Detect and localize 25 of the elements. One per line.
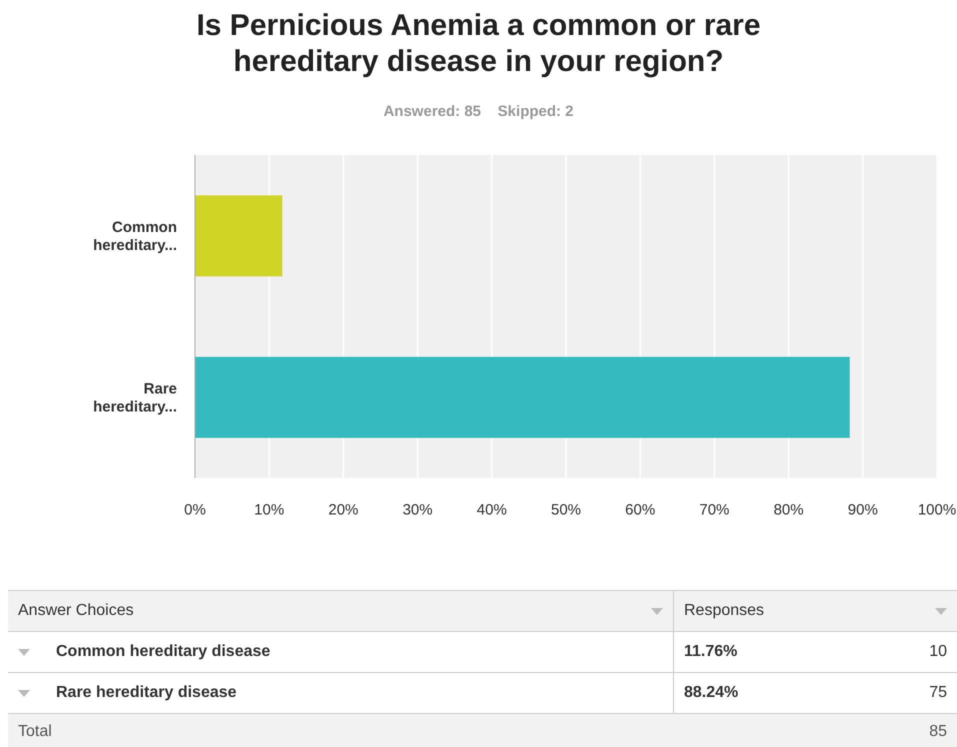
x-tick-label: 40%: [476, 502, 507, 519]
chart-subtitle: Answered: 85 Skipped: 2: [382, 103, 575, 120]
text: Responses: [684, 602, 766, 620]
text: Common hereditary disease: [55, 643, 272, 661]
text: 88.24%: [674, 672, 862, 714]
x-tick-label: 0%: [184, 502, 206, 519]
y-tick-label: Common hereditary...: [93, 218, 177, 254]
x-tick-label: 90%: [848, 502, 878, 519]
x-tick-label: 80%: [774, 502, 804, 519]
x-tick-label: 20%: [328, 502, 358, 519]
x-tick-label: 50%: [550, 502, 582, 519]
text: Total: [8, 714, 674, 747]
text: 85: [862, 714, 957, 747]
x-tick-label: 10%: [254, 502, 284, 519]
x-tick-label: 60%: [625, 502, 656, 519]
text: Rare hereditary disease: [55, 684, 238, 702]
chart-title: Is Pernicious Anemia a common or rare hereditary disease in your region?: [195, 8, 762, 80]
x-tick-label: 70%: [699, 502, 730, 519]
x-tick-label: 100%: [918, 502, 956, 519]
text: 11.76%: [674, 632, 862, 672]
y-tick-label: Rare hereditary...: [93, 380, 177, 416]
text: Answer Choices: [18, 602, 135, 620]
text: 75: [862, 672, 957, 714]
text: 10: [862, 632, 957, 672]
x-tick-label: 30%: [402, 502, 433, 519]
